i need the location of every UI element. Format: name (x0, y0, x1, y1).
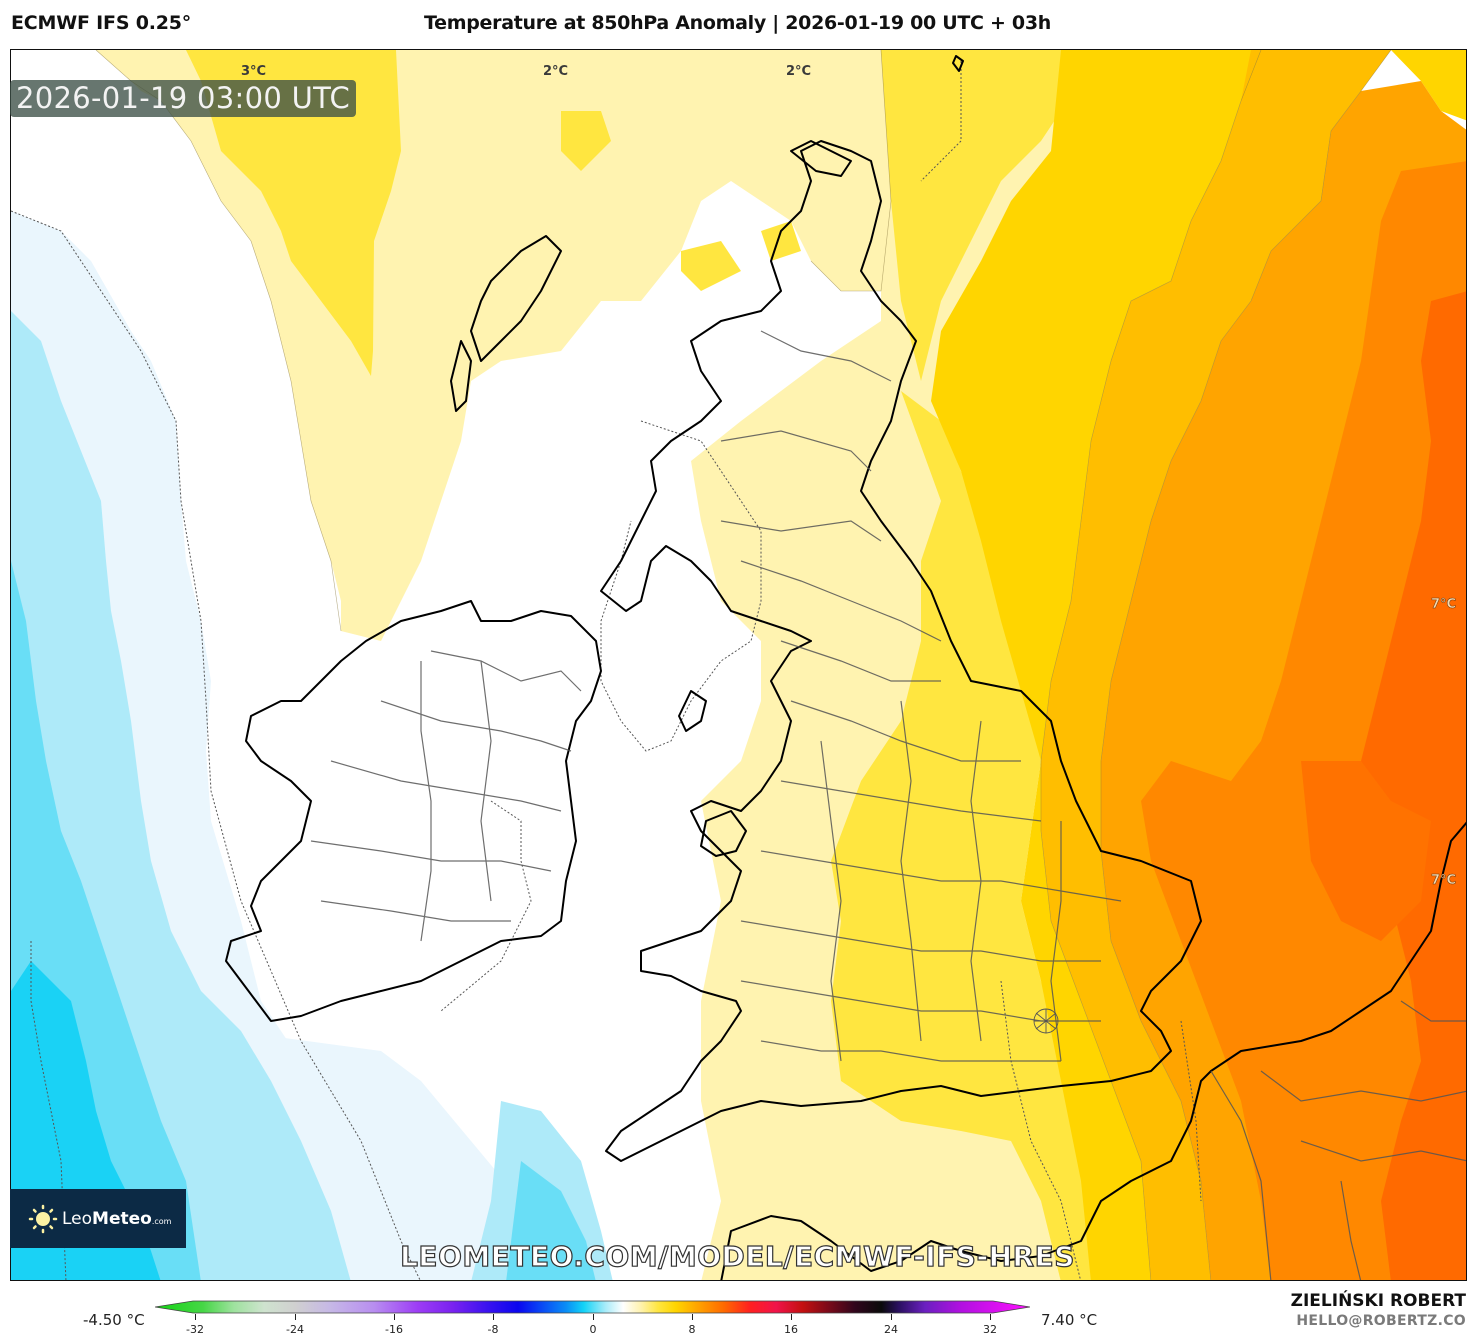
sun-icon (28, 1204, 58, 1234)
source-watermark: LEOMETEO.COM/MODEL/ECMWF-IFS-HRES (399, 1239, 1075, 1273)
author-credit: ZIELIŃSKI ROBERT (1290, 1291, 1466, 1311)
coastline (225, 55, 1466, 1280)
contour-label-7c: 7°C (1431, 873, 1457, 889)
model-name: ECMWF IFS 0.25° (11, 12, 192, 34)
chart-title: Temperature at 850hPa Anomaly | 2026-01-… (424, 12, 1051, 34)
contour-label-2c: 2°C (543, 64, 569, 79)
colorbar (155, 1300, 1030, 1314)
london-boroughs (1033, 1008, 1059, 1034)
colorbar-ticks: -32 -24 -16 -8 0 8 16 24 32 (0, 1314, 1475, 1338)
valid-time-badge: 2026-01-19 03:00 UTC (10, 80, 357, 117)
anomaly-map: 3°C 2°C 2°C 7°C 7°C (10, 49, 1467, 1281)
contour-field (11, 50, 1466, 1280)
leometeo-logo: LeoMeteo.com (10, 1189, 186, 1248)
logo-wordmark: LeoMeteo.com (62, 1208, 172, 1229)
author-email: HELLO@ROBERTZ.CO (1296, 1313, 1466, 1329)
colorbar-min-label: -4.50 °C (83, 1311, 145, 1329)
contour-label-3c: 3°C (241, 64, 267, 79)
contour-label-2c: 2°C (786, 64, 812, 79)
colorbar-max-label: 7.40 °C (1041, 1311, 1098, 1329)
contour-label-7c: 7°C (1431, 597, 1457, 613)
